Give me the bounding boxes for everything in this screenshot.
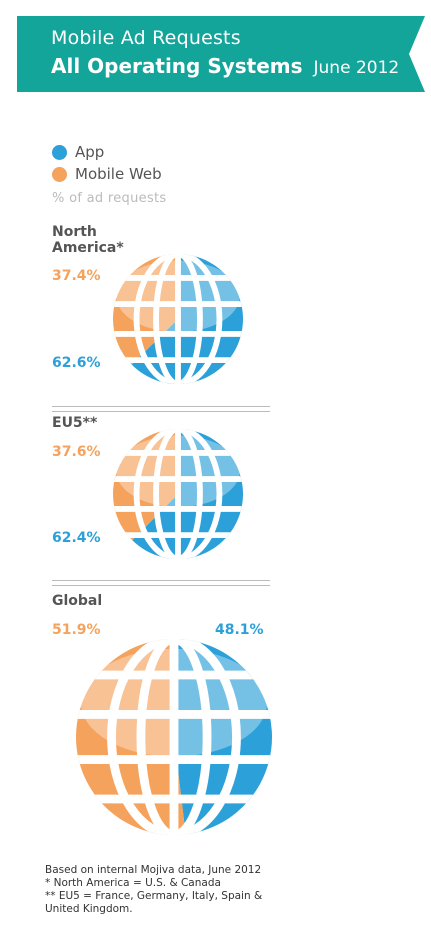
globe-pie-eu5 <box>113 429 244 559</box>
pct-eu5-app: 62.4% <box>52 530 101 546</box>
pct-eu5-mobile-web: 37.6% <box>52 444 101 460</box>
pie-slice-mobile-web <box>75 639 186 835</box>
header-title-line1: Mobile Ad Requests <box>51 27 241 49</box>
pct-north-america-mobile-web: 37.4% <box>52 268 101 284</box>
globe-pie-global <box>75 639 272 835</box>
pct-global-mobile-web: 51.9% <box>52 622 101 638</box>
footnote-north-america: * North America = U.S. & Canada <box>45 877 221 889</box>
legend-swatch-mobile-web <box>52 166 67 182</box>
header-date: June 2012 <box>313 58 400 78</box>
footnotes: Based on internal Mojiva data, June 2012… <box>45 864 305 916</box>
globe-grid <box>113 429 243 559</box>
legend: App Mobile Web % of ad requests <box>52 141 167 206</box>
legend-item-app: App <box>52 141 167 163</box>
legend-item-mobile-web: Mobile Web <box>52 163 167 185</box>
globe-highlight <box>116 435 240 507</box>
footnote-eu5: ** EU5 = France, Germany, Italy, Spain & <box>45 890 263 902</box>
pct-global-app: 48.1% <box>215 622 264 638</box>
header-banner: Mobile Ad Requests All Operating Systems… <box>17 16 425 92</box>
legend-note: % of ad requests <box>52 191 167 206</box>
region-title-global: Global <box>52 593 103 609</box>
header-title-line2: All Operating Systems June 2012 <box>51 54 399 78</box>
banner-ribbon <box>17 16 425 92</box>
legend-label-mobile-web: Mobile Web <box>75 165 162 183</box>
region-title-eu5: EU5** <box>52 415 98 431</box>
globe-pie-north-america <box>113 254 243 384</box>
globe-highlight <box>116 260 240 332</box>
pct-north-america-app: 62.6% <box>52 355 101 371</box>
region-title-north-america: North America* <box>52 224 124 256</box>
header-title-main: All Operating Systems <box>51 54 303 78</box>
footnote-eu5-cont: United Kingdom. <box>45 903 133 915</box>
legend-label-app: App <box>75 143 105 161</box>
footnote-source: Based on internal Mojiva data, June 2012 <box>45 864 262 876</box>
divider-2 <box>52 580 270 586</box>
globe-grid <box>113 254 243 384</box>
divider-1 <box>52 406 270 412</box>
globe-grid <box>76 639 272 835</box>
legend-swatch-app <box>52 144 67 160</box>
globe-highlight <box>80 648 268 757</box>
